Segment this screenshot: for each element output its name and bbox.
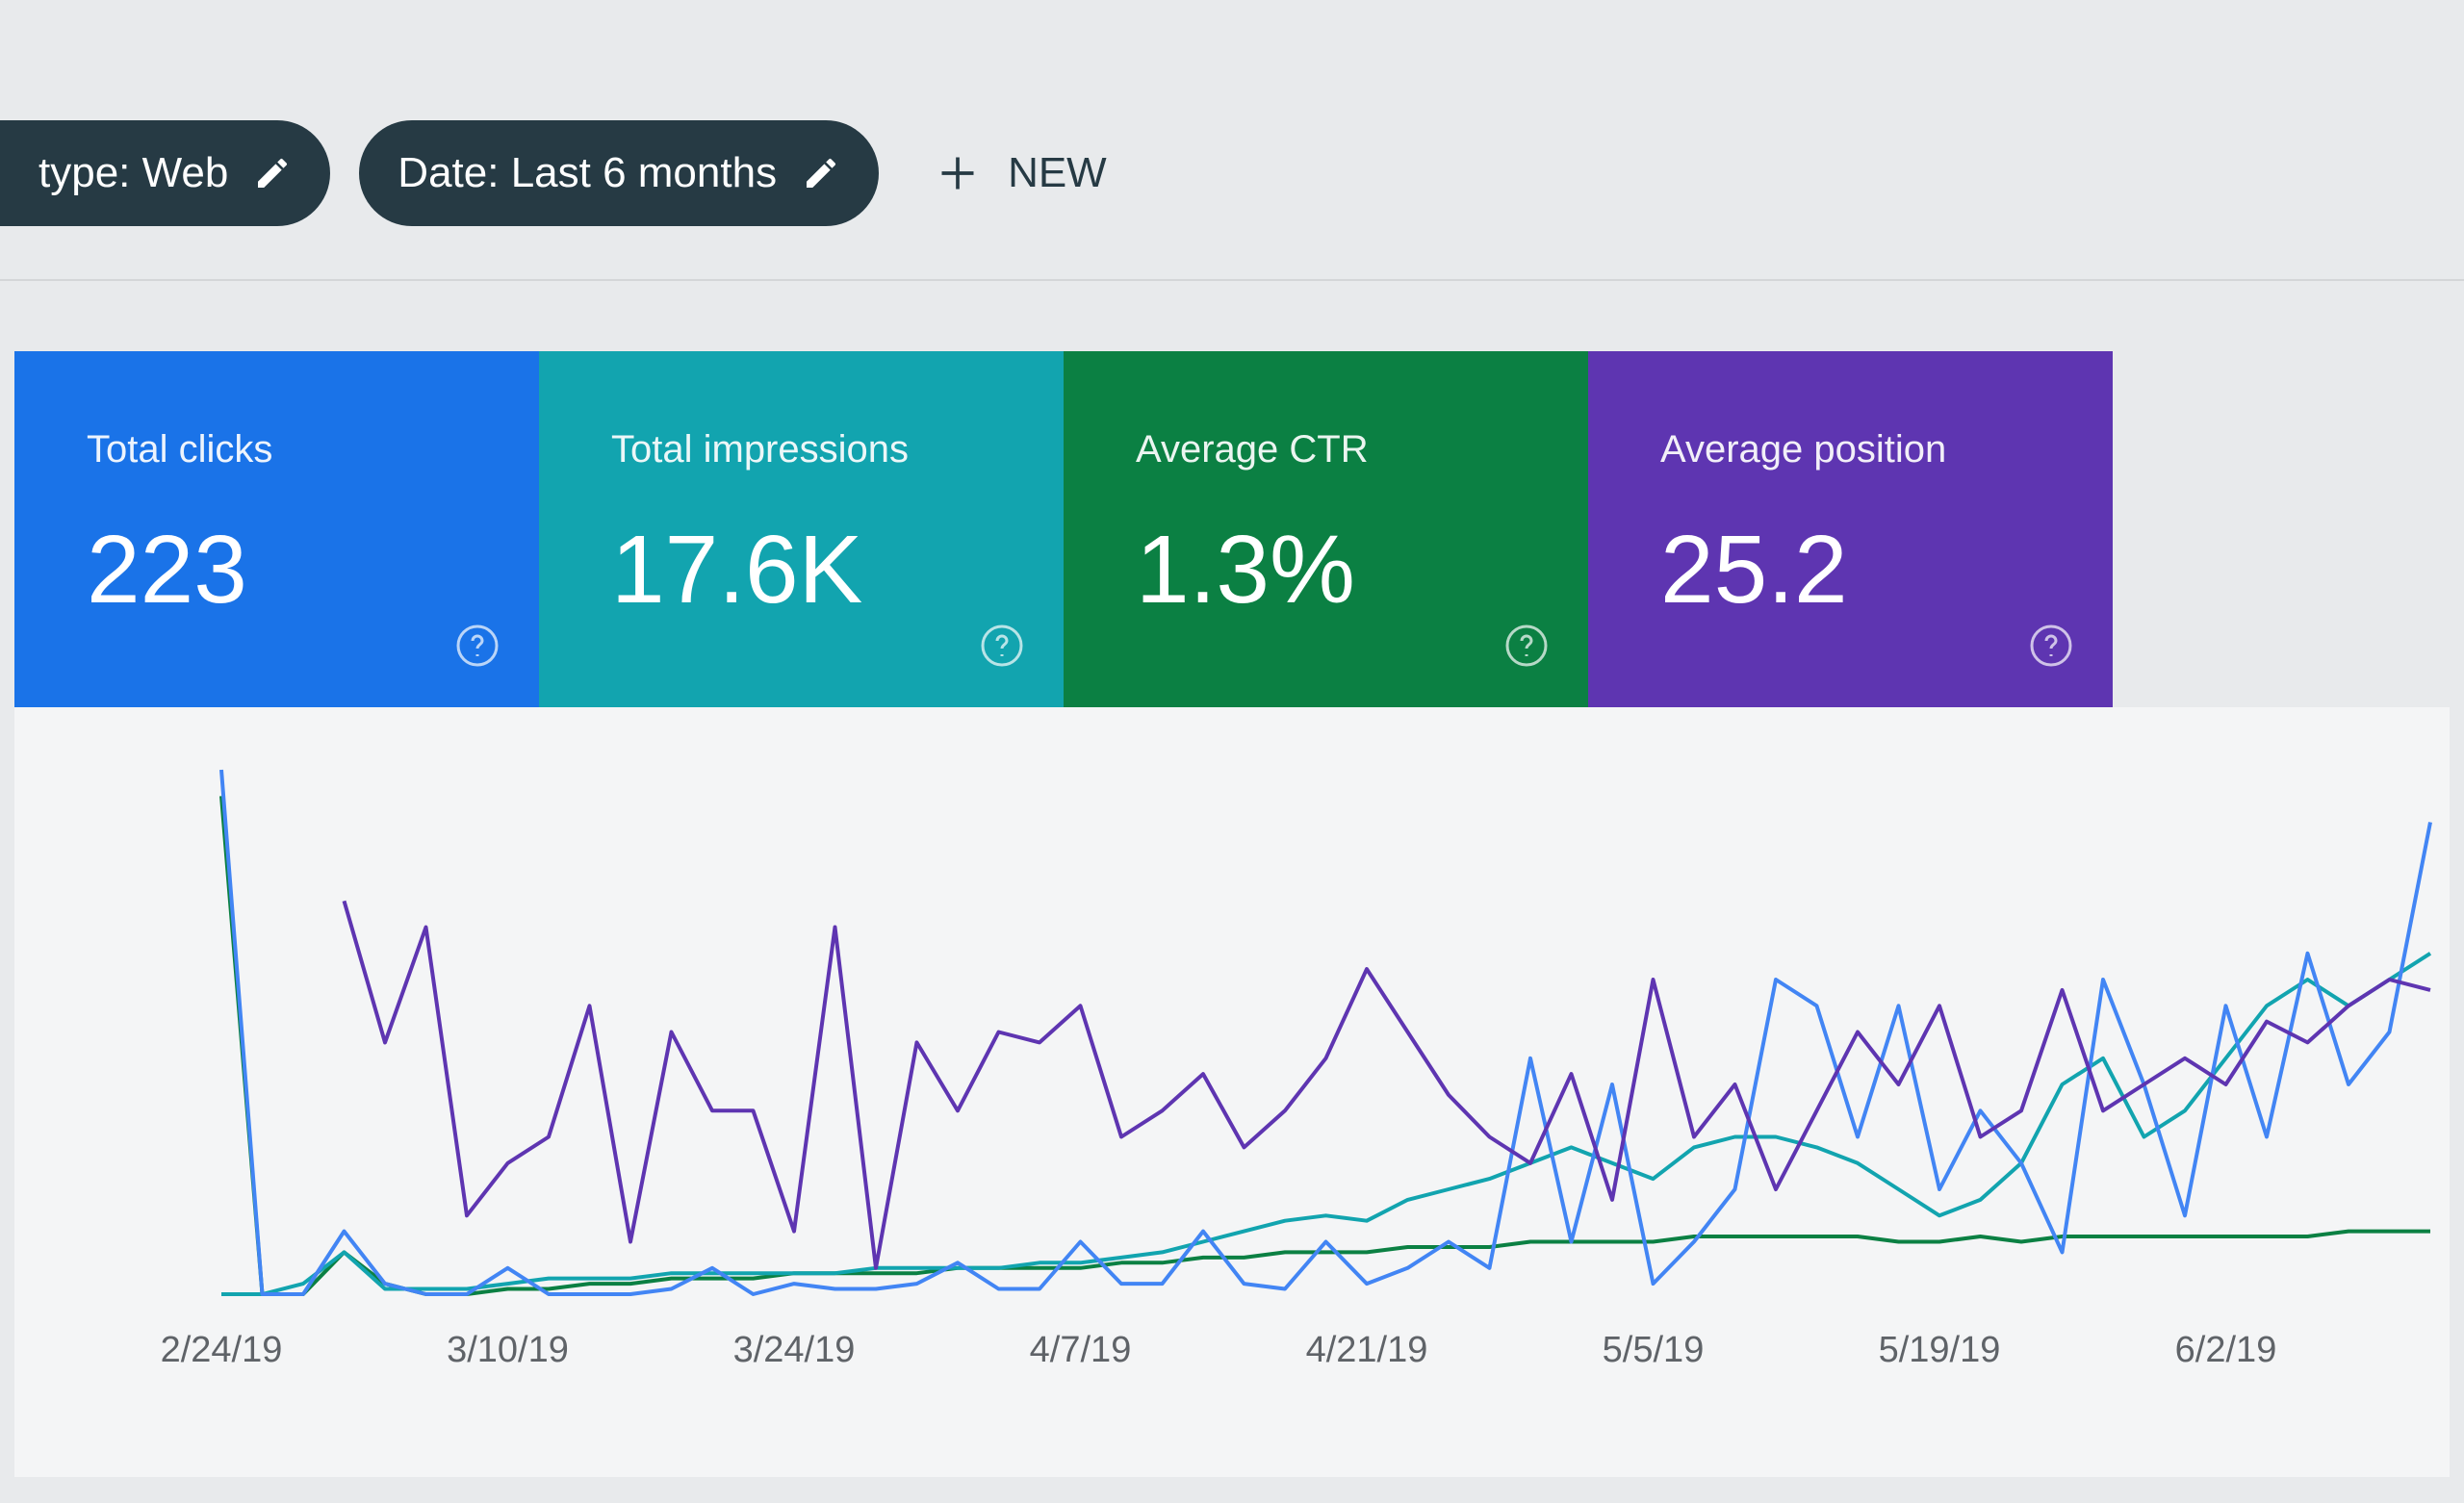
edit-icon	[807, 158, 836, 188]
metric-label: Average CTR	[1136, 428, 1369, 471]
x-tick-label: 4/21/19	[1306, 1330, 1428, 1370]
help-icon[interactable]	[454, 623, 500, 669]
x-tick-label: 5/5/19	[1603, 1330, 1705, 1370]
x-tick-label: 4/7/19	[1030, 1330, 1132, 1370]
separator	[0, 279, 2464, 281]
metric-card[interactable]: Average CTR 1.3%	[1064, 351, 1588, 707]
metric-value: 17.6K	[611, 516, 863, 624]
series-line	[342, 900, 2431, 1270]
metric-value: 25.2	[1660, 516, 1848, 624]
help-icon[interactable]	[979, 623, 1025, 669]
metric-card[interactable]: Total impressions 17.6K	[539, 351, 1064, 707]
x-tick-label: 3/10/19	[447, 1330, 569, 1370]
metric-cards: Total clicks 223 Total impressions 17.6K…	[14, 351, 2113, 707]
chart: 2/24/19 3/10/19 3/24/19 4/7/19 4/21/19 5/5/19…	[14, 707, 2450, 1477]
x-tick-label: 5/19/19	[1879, 1330, 2001, 1370]
toolbar: type: Web Date: Last 6 months NEW	[0, 106, 2464, 241]
chart-background	[14, 707, 2450, 1477]
x-tick-label: 2/24/19	[161, 1330, 283, 1370]
metric-value: 1.3%	[1136, 516, 1355, 624]
series-line	[219, 796, 2430, 1296]
metric-label: Total impressions	[611, 428, 910, 471]
chip-label: Date: Last 6 months	[398, 149, 778, 196]
series-line	[219, 769, 2432, 1296]
new-label: NEW	[1008, 149, 1107, 196]
chip-label: type: Web	[38, 149, 229, 196]
series-line	[221, 952, 2432, 1296]
new-button[interactable]: NEW	[937, 149, 1107, 197]
filter-chip[interactable]: type: Web	[0, 120, 331, 226]
filter-chip[interactable]: Date: Last 6 months	[359, 120, 880, 226]
plus-icon	[941, 157, 974, 190]
x-tick-label: 3/24/19	[733, 1330, 856, 1370]
metric-label: Total clicks	[87, 428, 273, 471]
metric-card[interactable]: Total clicks 223	[14, 351, 539, 707]
metric-label: Average position	[1660, 428, 1947, 471]
help-icon[interactable]	[1503, 623, 1550, 669]
x-tick-label: 6/2/19	[2175, 1330, 2277, 1370]
metric-card[interactable]: Average position 25.2	[1588, 351, 2113, 707]
edit-icon	[258, 158, 288, 188]
help-icon[interactable]	[2028, 623, 2074, 669]
metric-value: 223	[87, 516, 247, 624]
